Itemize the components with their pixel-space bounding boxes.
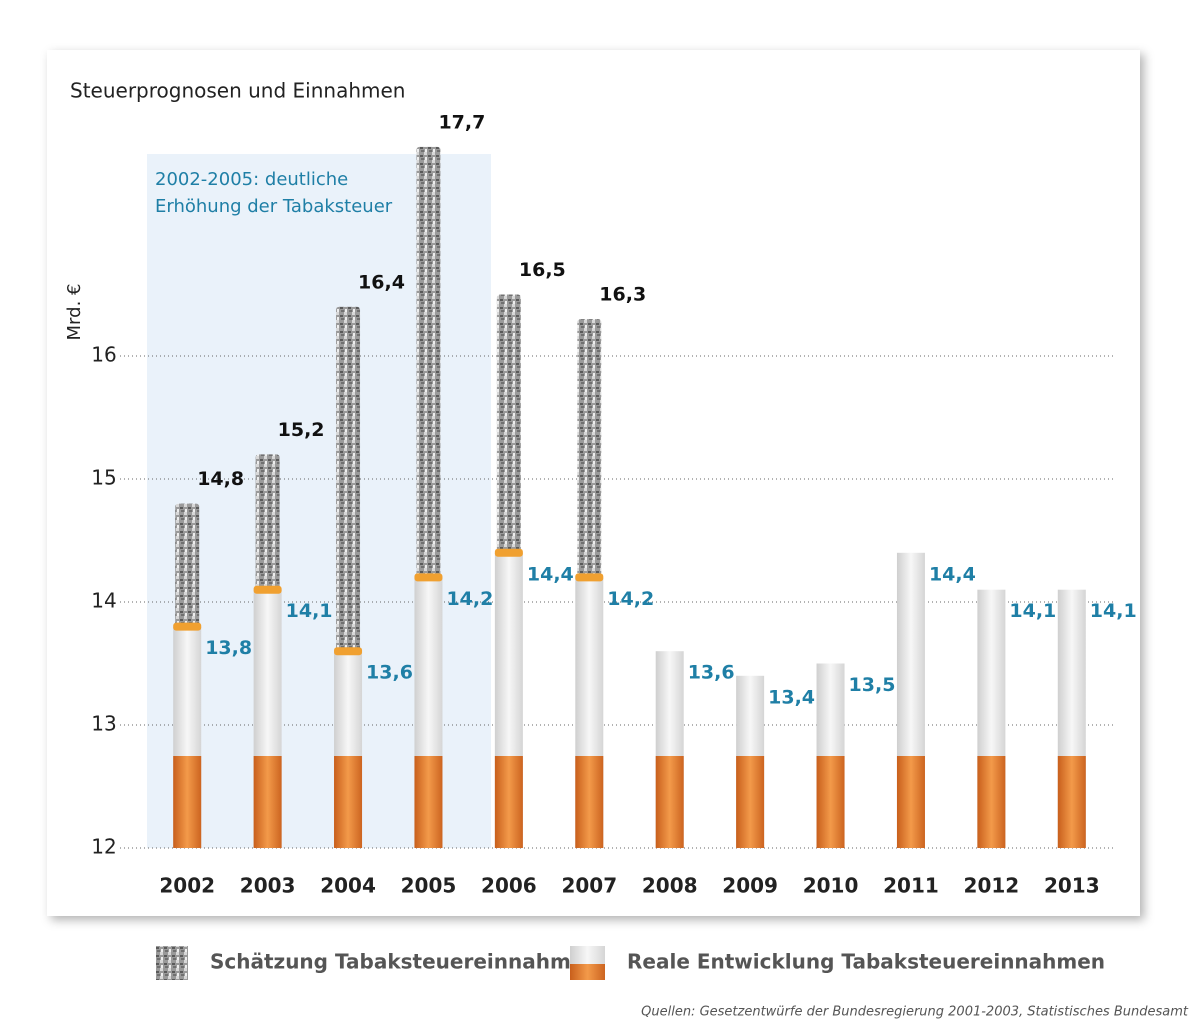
legend-swatch (156, 946, 188, 980)
value-label: 14,2 (446, 588, 493, 610)
ember (173, 622, 202, 631)
annotation: 2002-2005: deutliche (155, 169, 348, 190)
value-label: 14,8 (197, 468, 244, 490)
value-label: 14,2 (607, 588, 654, 610)
value-label: 14,1 (286, 600, 333, 622)
value-label: 15,2 (278, 419, 325, 441)
legend-swatch (570, 964, 605, 980)
x-tick-label: 2002 (159, 874, 215, 898)
ash (577, 319, 602, 578)
y-tick-label: 15 (91, 466, 116, 490)
value-label: 17,7 (438, 111, 485, 133)
ember (253, 585, 282, 594)
value-label: 13,4 (768, 686, 815, 708)
filter (816, 756, 845, 848)
filter (1057, 756, 1086, 848)
ember (334, 647, 363, 656)
value-label: 16,4 (358, 271, 405, 293)
chart-title: Steuerprognosen und Einnahmen (70, 79, 405, 103)
ember (494, 548, 523, 557)
value-label: 14,1 (1090, 600, 1137, 622)
y-tick-label: 13 (91, 712, 116, 736)
filter (575, 756, 604, 848)
value-label: 13,8 (205, 637, 252, 659)
x-tick-label: 2011 (883, 874, 939, 898)
filter (414, 756, 443, 848)
value-label: 13,6 (366, 662, 413, 684)
legend-label: Schätzung Tabaksteuereinnahmen (210, 950, 599, 974)
x-tick-label: 2003 (240, 874, 296, 898)
ash (416, 146, 441, 578)
annotation: Erhöhung der Tabaksteuer (155, 196, 393, 217)
x-tick-label: 2005 (401, 874, 457, 898)
value-label: 13,6 (688, 662, 735, 684)
source: Quellen: Gesetzentwürfe der Bundesregier… (641, 1005, 1189, 1020)
x-tick-label: 2008 (642, 874, 698, 898)
legend-label: Reale Entwicklung Tabaksteuereinnahmen (627, 950, 1105, 974)
value-label: 14,4 (527, 563, 574, 585)
x-tick-label: 2010 (803, 874, 859, 898)
value-label: 16,5 (519, 259, 566, 281)
filter (736, 756, 765, 848)
filter (253, 756, 282, 848)
x-tick-label: 2006 (481, 874, 537, 898)
y-tick-label: 12 (91, 835, 116, 859)
value-label: 14,1 (1009, 600, 1056, 622)
value-label: 13,5 (849, 674, 896, 696)
x-tick-label: 2007 (561, 874, 617, 898)
value-label: 14,4 (929, 563, 976, 585)
legend-swatch (570, 946, 605, 964)
ash (336, 306, 361, 652)
filter (334, 756, 363, 848)
ash (255, 454, 280, 590)
value-label: 16,3 (599, 284, 646, 306)
y-tick-label: 14 (91, 589, 116, 613)
y-axis-label: Mrd. € (64, 284, 85, 341)
ash (175, 503, 200, 627)
filter (173, 756, 202, 848)
filter (655, 756, 684, 848)
x-tick-label: 2012 (964, 874, 1020, 898)
filter (494, 756, 523, 848)
x-tick-label: 2004 (320, 874, 376, 898)
ember (414, 573, 443, 582)
filter (977, 756, 1006, 848)
ember (575, 573, 604, 582)
x-tick-label: 2013 (1044, 874, 1100, 898)
x-tick-label: 2009 (722, 874, 778, 898)
y-tick-label: 16 (91, 343, 116, 367)
ash (496, 294, 521, 553)
filter (896, 756, 925, 848)
